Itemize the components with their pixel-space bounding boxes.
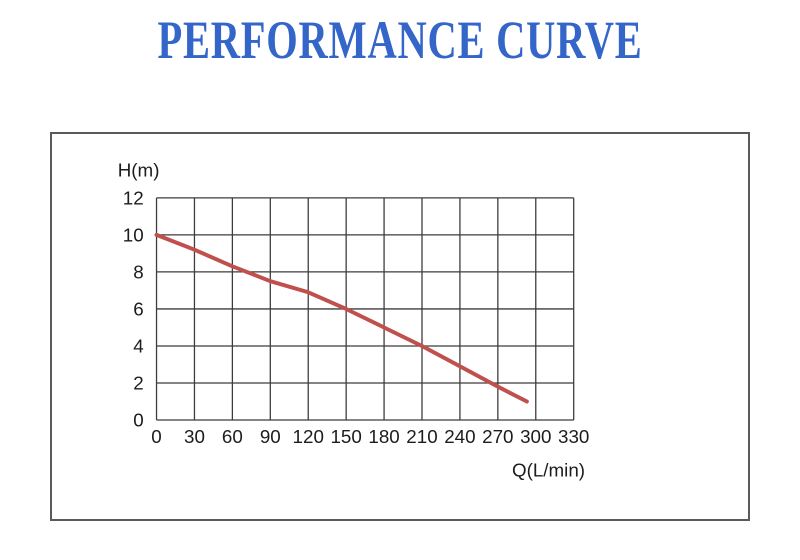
x-axis-label: Q(L/min) — [512, 459, 585, 480]
x-tick-label: 60 — [222, 426, 243, 447]
x-tick-label: 330 — [558, 426, 589, 447]
y-tick-label: 8 — [133, 261, 143, 282]
y-tick-label: 0 — [133, 409, 143, 430]
x-tick-label: 90 — [260, 426, 281, 447]
x-tick-label: 120 — [293, 426, 324, 447]
curve-head-vs-flow-curve — [154, 232, 529, 404]
y-tick-label: 12 — [123, 187, 144, 208]
page-title: PERFORMANCE CURVE — [157, 10, 643, 70]
x-tick-label: 210 — [406, 426, 437, 447]
x-tick-label: 0 — [151, 426, 161, 447]
x-tick-label: 270 — [482, 426, 513, 447]
x-tick-label: 30 — [184, 426, 205, 447]
chart-frame: H(m) Q(L/min) 0 2 4 6 8 10 12 0 30 60 90 120 150 180 2… — [50, 132, 750, 521]
x-tick-label: 300 — [520, 426, 551, 447]
x-tick-label: 240 — [444, 426, 475, 447]
y-tick-label: 2 — [133, 372, 143, 393]
x-tick-label: 150 — [330, 426, 361, 447]
y-tick-label: 10 — [123, 224, 144, 245]
y-axis-label: H(m) — [118, 160, 160, 181]
x-tick-label: 180 — [368, 426, 399, 447]
y-tick-label: 4 — [133, 335, 143, 356]
y-tick-label: 6 — [133, 298, 143, 319]
